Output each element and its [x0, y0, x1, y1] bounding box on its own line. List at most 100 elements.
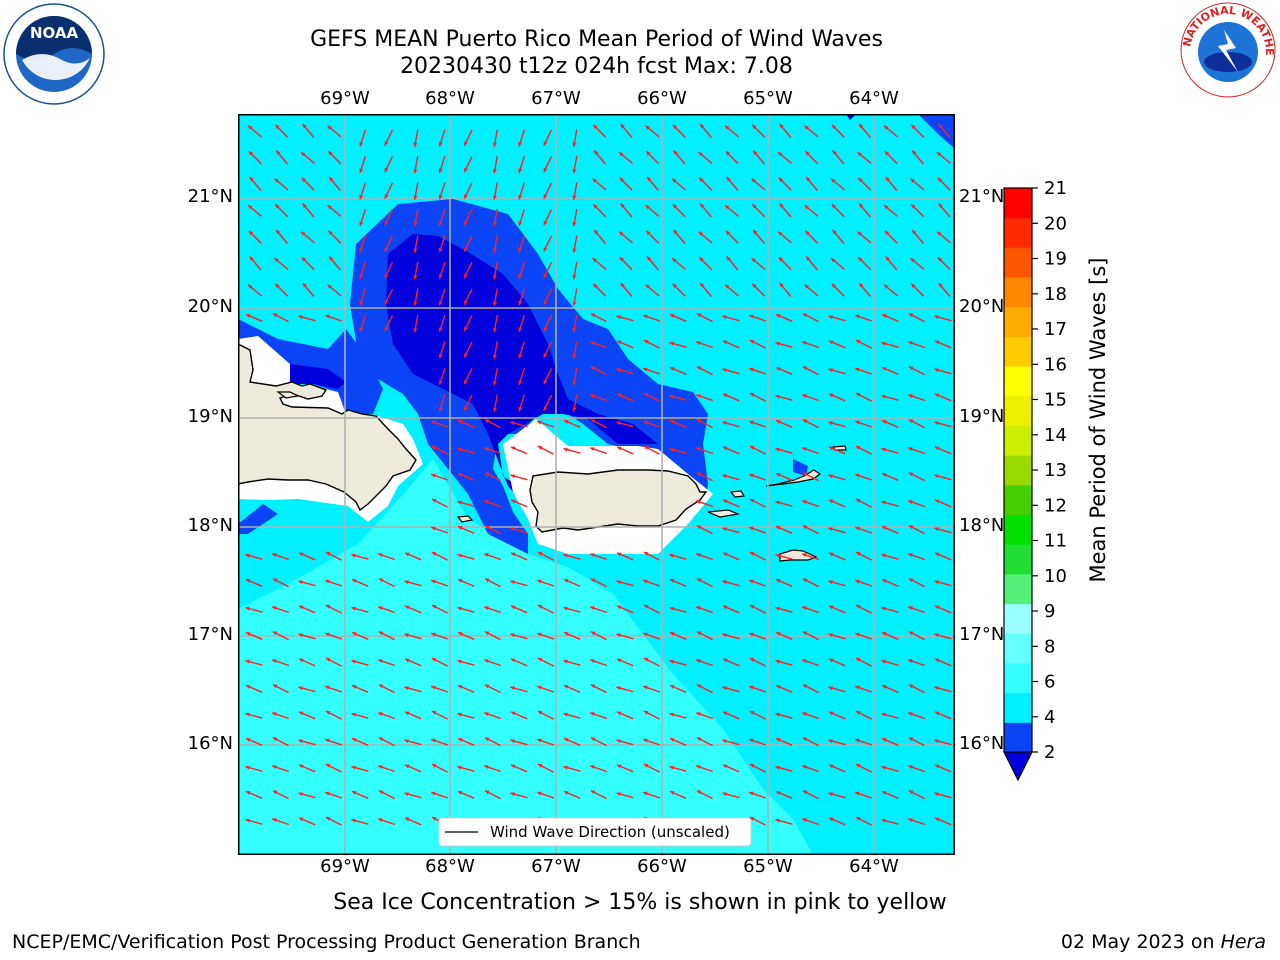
wind-wave-arrow [543, 129, 553, 147]
wind-wave-arrow [695, 500, 714, 508]
wind-wave-arrow [378, 736, 395, 747]
wind-wave-arrow [936, 151, 951, 164]
wind-wave-arrow [696, 524, 713, 535]
wind-wave-arrow [881, 684, 899, 693]
wind-wave-arrow [907, 341, 926, 349]
wind-wave-arrow [457, 419, 475, 428]
wind-wave-arrow [830, 257, 845, 270]
wind-wave-arrow [646, 176, 659, 191]
chart-title: GEFS MEAN Puerto Rico Mean Period of Win… [310, 27, 883, 52]
wind-wave-arrow [563, 712, 581, 719]
wind-wave-arrow [748, 685, 767, 693]
wind-wave-arrow [430, 420, 449, 428]
wind-wave-arrow [616, 368, 634, 375]
wind-wave-arrow [801, 659, 820, 667]
wind-wave-arrow [699, 123, 712, 138]
wind-wave-arrow [801, 500, 820, 508]
wind-wave-arrow [881, 313, 899, 322]
wind-wave-arrow [804, 284, 819, 297]
wind-wave-arrow [359, 235, 367, 253]
wind-wave-arrow [301, 177, 315, 191]
wind-wave-arrow [510, 527, 528, 534]
wind-wave-arrow [327, 125, 342, 138]
wind-wave-arrow [271, 659, 290, 667]
wind-wave-arrow [300, 151, 315, 164]
wind-wave-arrow [881, 712, 899, 719]
wind-wave-arrow [537, 763, 554, 773]
wind-wave-arrow [695, 606, 714, 614]
wind-wave-arrow [911, 150, 924, 165]
wind-wave-arrow [934, 580, 952, 587]
wind-wave-arrow [518, 288, 526, 306]
wind-wave-arrow [245, 737, 263, 746]
wind-wave-arrow [751, 124, 766, 138]
wind-wave-arrow [934, 658, 952, 667]
wind-wave-arrow [831, 203, 845, 218]
wind-wave-arrow [775, 631, 793, 640]
wind-wave-arrow [518, 182, 526, 200]
wind-wave-arrow [855, 657, 872, 667]
wind-wave-arrow [828, 393, 846, 402]
wind-wave-arrow [669, 366, 687, 375]
wind-wave-arrow [593, 229, 606, 244]
wind-wave-arrow [404, 764, 422, 773]
wind-wave-arrow [537, 551, 554, 561]
wind-wave-arrow [669, 313, 687, 322]
noaa-logo-text: NOAA [30, 24, 79, 42]
wind-wave-arrow [936, 231, 951, 244]
wind-wave-arrow [779, 123, 792, 138]
wind-wave-arrow [934, 792, 952, 799]
wind-wave-arrow [801, 712, 820, 720]
run-date-text: 02 May 2023 on [1060, 931, 1215, 953]
wind-wave-arrow [413, 288, 419, 306]
wind-wave-arrow [463, 288, 473, 306]
wind-wave-arrow [854, 738, 873, 746]
lat-label-right: 16°N [959, 733, 1005, 754]
wind-wave-arrow [934, 499, 952, 508]
wind-wave-arrow [671, 178, 686, 191]
wind-wave-arrow [828, 315, 846, 322]
wind-wave-arrow [696, 312, 713, 323]
wind-wave-arrow [510, 764, 528, 773]
wind-wave-arrow [934, 446, 952, 455]
wind-wave-arrow [457, 659, 475, 666]
period-band-under-2-west [290, 364, 346, 389]
wind-wave-arrow [274, 203, 289, 218]
wind-wave-arrow [359, 314, 367, 333]
wind-wave-arrow [298, 315, 316, 322]
wind-wave-arrow [245, 553, 263, 560]
wind-wave-arrow [751, 203, 766, 218]
colorbar-segment [1004, 395, 1032, 426]
wind-wave-arrow [775, 712, 793, 719]
wind-wave-arrow [938, 203, 951, 218]
wind-wave-arrow [748, 738, 767, 746]
wind-wave-arrow [438, 261, 446, 280]
wind-wave-arrow [752, 150, 765, 165]
wind-wave-arrow [881, 472, 899, 481]
wind-wave-arrow [832, 229, 845, 244]
wind-wave-arrow [748, 314, 767, 322]
wind-wave-arrow [510, 580, 528, 587]
wind-wave-arrow [775, 818, 793, 825]
wind-wave-arrow [563, 447, 581, 454]
wind-wave-arrow [327, 284, 342, 297]
wind-wave-arrow [722, 527, 740, 534]
wind-wave-arrow [463, 209, 473, 226]
wind-wave-arrow [324, 685, 343, 693]
wind-wave-arrow [324, 314, 343, 322]
wind-wave-arrow [271, 818, 290, 826]
wind-wave-arrow [377, 659, 396, 667]
wind-wave-arrow [510, 499, 528, 508]
wind-wave-arrow [722, 368, 740, 375]
wind-wave-arrow [778, 256, 792, 271]
wind-wave-arrow [775, 313, 793, 322]
wind-wave-arrow [643, 657, 660, 667]
wind-wave-arrow [775, 341, 793, 348]
wind-wave-arrow [510, 686, 528, 693]
wind-wave-arrow [510, 421, 528, 428]
lon-label-bottom: 64°W [849, 856, 899, 877]
wind-wave-arrow [907, 606, 926, 614]
wind-wave-arrow [572, 235, 578, 253]
wind-wave-arrow [430, 526, 449, 534]
colorbar-tick-label: 13 [1044, 460, 1067, 481]
